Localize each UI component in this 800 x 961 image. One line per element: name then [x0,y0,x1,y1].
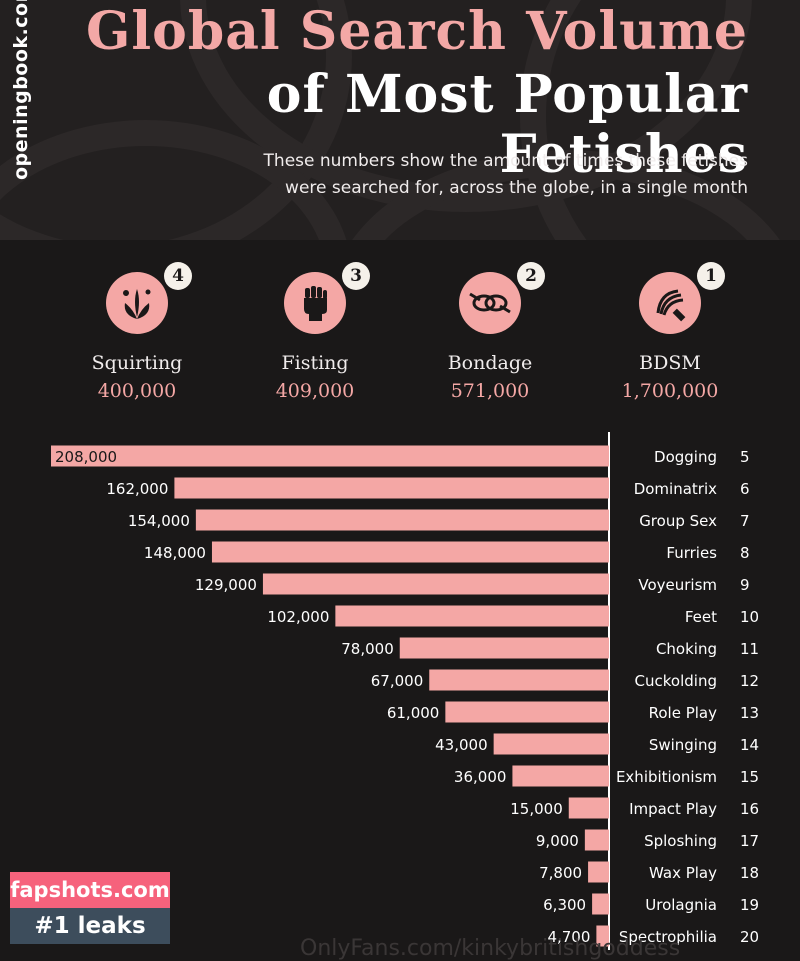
rank-label: 6 [740,480,750,498]
bar-value-label: 208,000 [55,448,117,466]
bar-value-label: 154,000 [128,512,190,530]
whip-icon [656,289,686,322]
top-item-circle: 4 [106,262,192,334]
rank-label: 10 [740,608,759,626]
category-label: Dogging [654,448,717,466]
bar [335,605,609,627]
bar-value-label: 15,000 [510,800,563,818]
bar [445,701,609,723]
bar [584,829,609,851]
top-item-3: 3 Fisting 409,000 [240,262,390,402]
bar-chart: 208,000 Dogging 5 162,000 Dominatrix 6 154,000… [51,432,759,950]
top-item-circle: 1 [639,262,725,334]
rank-label: 9 [740,576,750,594]
category-label: Feet [685,608,717,626]
subtitle-line2: were searched for, across the globe, in … [285,178,748,198]
rank-label: 5 [740,448,750,466]
category-label: Dominatrix [634,480,717,498]
bar-value-label: 4,700 [547,928,590,946]
subtitle-line1: These numbers show the amount of times t… [263,151,748,171]
page-title-line2: of Most Popular Fetishes [266,64,748,185]
rank-label: 11 [740,640,759,658]
rope-icon [469,292,511,314]
watermark-tagline: #1 leaks [10,908,170,944]
rank-label: 20 [740,928,759,946]
bar-value-label: 162,000 [106,480,168,498]
bar [262,573,609,595]
top-item-name: BDSM [639,352,701,374]
category-label: Wax Play [649,864,717,882]
rank-label: 12 [740,672,759,690]
splash-icon [123,289,151,319]
bar-value-label: 102,000 [267,608,329,626]
category-label: Role Play [649,704,717,722]
bar-value-label: 129,000 [195,576,257,594]
subtitle: These numbers show the amount of times t… [228,148,748,202]
watermark-site: fapshots.com [10,872,170,908]
rank-badge: 3 [342,262,370,290]
top-item-value: 409,000 [275,380,355,402]
bar [588,861,609,883]
category-label: Urolagnia [645,896,717,914]
bar-value-label: 78,000 [341,640,394,658]
bar-value-label: 43,000 [435,736,488,754]
bar [51,445,609,467]
top-item-4: 4 Squirting 400,000 [62,262,212,402]
category-label: Sploshing [644,832,717,850]
category-label: Swinging [649,736,717,754]
top-item-2: 2 Bondage 571,000 [415,262,565,402]
bar-value-label: 61,000 [387,704,440,722]
top-item-name: Fisting [281,352,349,374]
top-item-circle: 2 [459,262,545,334]
bar [429,669,609,691]
footer-url: OnlyFans.com/kinkybritishgoddess [300,936,681,961]
bar [174,477,609,499]
top-item-value: 400,000 [97,380,177,402]
rank-badge: 2 [517,262,545,290]
bar [493,733,609,755]
bar [399,637,609,659]
bar-value-label: 9,000 [536,832,579,850]
bar-value-label: 67,000 [371,672,424,690]
bar [596,925,609,947]
category-label: Cuckolding [635,672,717,690]
header-banner: openingbook.com Global Search Volume of … [0,0,800,240]
rank-badge: 4 [164,262,192,290]
category-label: Impact Play [629,800,717,818]
bar [512,765,609,787]
fist-icon [304,286,327,321]
category-label: Exhibitionism [616,768,717,786]
bar-value-label: 148,000 [144,544,206,562]
rank-label: 16 [740,800,759,818]
category-label: Furries [666,544,717,562]
rank-label: 8 [740,544,750,562]
site-url: openingbook.com [10,0,32,180]
top-item-circle: 3 [284,262,370,334]
bar [568,797,609,819]
rank-label: 17 [740,832,759,850]
top-item-value: 571,000 [450,380,530,402]
rank-label: 15 [740,768,759,786]
rank-label: 19 [740,896,759,914]
top-item-name: Squirting [91,352,183,374]
bar [195,509,609,531]
top-item-1: 1 BDSM 1,700,000 [595,262,745,402]
top-item-name: Bondage [447,352,533,374]
bar [211,541,609,563]
category-label: Voyeurism [638,576,717,594]
rank-label: 7 [740,512,750,530]
top-item-value: 1,700,000 [621,380,719,402]
category-label: Choking [656,640,717,658]
bar-value-label: 7,800 [539,864,582,882]
category-label: Spectrophilia [619,928,717,946]
rank-label: 14 [740,736,759,754]
category-label: Group Sex [639,512,717,530]
page-title-line1: Global Search Volume [86,1,748,62]
bar [592,893,609,915]
bar-value-label: 6,300 [543,896,586,914]
bar-value-label: 36,000 [454,768,507,786]
rank-label: 13 [740,704,759,722]
rank-label: 18 [740,864,759,882]
rank-badge: 1 [697,262,725,290]
